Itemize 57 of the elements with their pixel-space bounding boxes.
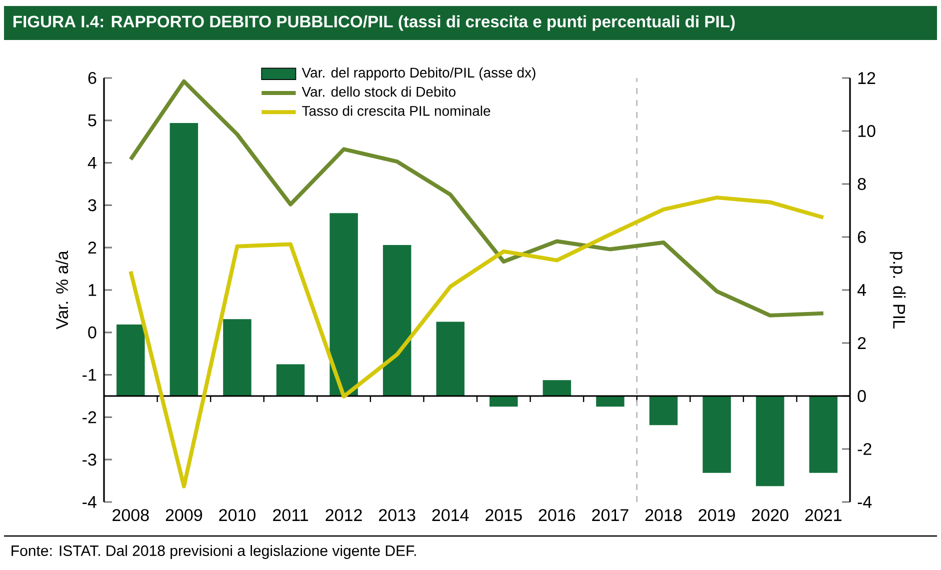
x-tick-label: 2008 [112, 509, 149, 522]
x-tick-label: 2014 [432, 509, 469, 522]
x-tick-label: 2009 [166, 509, 202, 522]
bar [382, 244, 412, 396]
bar [223, 319, 252, 396]
x-tick-label: 2011 [273, 509, 308, 522]
source-note: Fonte: ISTAT. Dal 2018 previsioni a legislazione vigente DEF. [12, 545, 416, 559]
bar [756, 396, 784, 486]
legend-label: Var. del rapporto Debito/PIL (asse dx) [302, 67, 536, 80]
y-tick-label: -2 [82, 411, 96, 424]
bar [330, 213, 358, 396]
x-tick-label: 2015 [486, 509, 522, 522]
chart-title: FIGURA I.4: RAPPORTO DEBITO PUBBLICO/PIL (tassi di crescita e punti percentuali di PIL) [14, 15, 735, 31]
bar [596, 396, 624, 407]
x-tick-label: 2016 [538, 509, 576, 522]
line-series [128, 196, 826, 488]
bar [490, 396, 518, 407]
bar [116, 324, 145, 396]
y2-tick-label: 12 [858, 72, 876, 84]
y-tick-label: 6 [88, 72, 96, 84]
y-axis-title: Var. % a/a [56, 250, 68, 330]
y-tick-label: 3 [88, 199, 96, 212]
y-tick-label: -4 [82, 496, 96, 508]
line-series [128, 79, 826, 318]
y2-tick-label: 6 [858, 231, 866, 244]
y2-tick-label: 10 [858, 125, 876, 138]
y-tick-label: 5 [88, 114, 96, 126]
bar [542, 380, 572, 396]
x-tick-label: 2017 [592, 509, 628, 522]
y2-tick-label: 8 [858, 178, 866, 190]
y-tick-label: -3 [82, 454, 96, 466]
y-tick-label: 0 [88, 326, 96, 338]
y-tick-label: 4 [88, 156, 96, 169]
y-tick-label: 2 [88, 242, 96, 254]
x-tick-label: 2010 [219, 509, 256, 522]
y2-tick-label: -4 [858, 496, 872, 508]
bar [436, 322, 464, 396]
x-tick-label: 2020 [752, 509, 788, 522]
legend-label: Tasso di crescita PIL nominale [302, 106, 490, 116]
bar [809, 396, 838, 473]
x-tick-label: 2018 [645, 509, 682, 522]
y-tick-label: 1 [88, 284, 96, 296]
y2-tick-label: 2 [858, 337, 866, 349]
bar [702, 396, 731, 473]
y2-axis-title: p.p. di PIL [890, 252, 906, 328]
x-tick-label: 2013 [379, 509, 416, 522]
bar [649, 396, 678, 426]
legend-label: Var. dello stock di Debito [302, 86, 456, 97]
y2-tick-label: -2 [858, 443, 872, 455]
bar [276, 364, 305, 396]
y2-tick-label: 0 [858, 390, 866, 402]
x-tick-label: 2012 [326, 509, 362, 522]
y-tick-label: -1 [82, 368, 96, 381]
x-tick-label: 2019 [698, 509, 735, 522]
x-tick-label: 2021 [805, 509, 842, 522]
bar [170, 123, 198, 396]
y2-tick-label: 4 [857, 284, 866, 296]
